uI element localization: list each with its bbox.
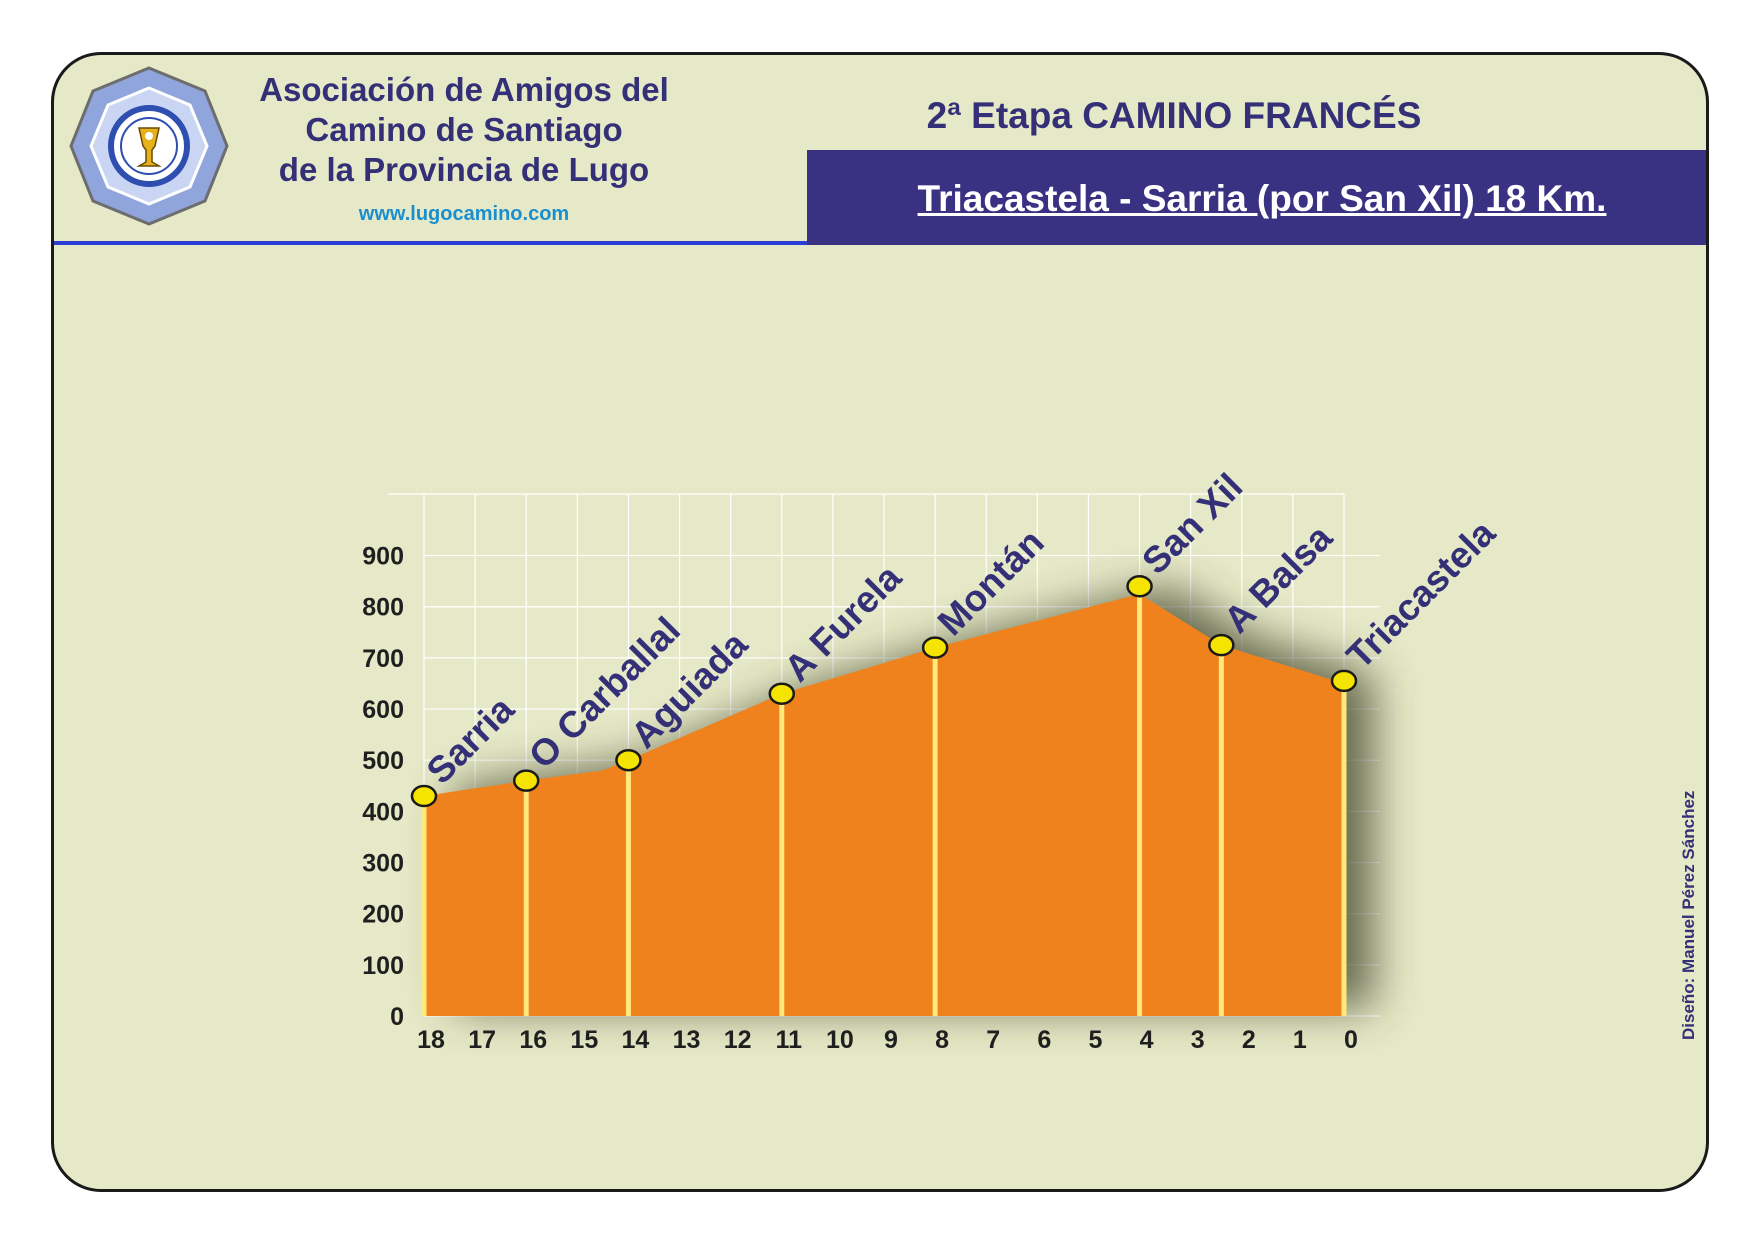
waypoint-marker [410,784,438,808]
waypoint-marker [768,682,796,705]
waypoint-marker [512,769,540,792]
route-title: Triacastela - Sarria (por San Xil) 18 Km… [917,178,1607,219]
x-tick-label: 12 [724,1026,752,1054]
x-tick-label: 1 [1293,1026,1307,1054]
association-name-line-1: Asociación de Amigos del [259,71,669,108]
x-tick-label: 0 [1344,1026,1358,1054]
y-tick-label: 900 [362,543,404,571]
waypoint-marker [921,636,949,659]
x-tick-label: 6 [1037,1026,1051,1054]
waypoint-stems [421,586,1347,1016]
waypoint-name: San Xil [1134,466,1250,582]
x-tick-label: 3 [1191,1026,1205,1054]
y-tick-label: 800 [362,594,404,622]
x-tick-label: 2 [1242,1026,1256,1054]
x-tick-label: 7 [986,1026,1000,1054]
y-tick-label: 100 [362,952,404,980]
x-tick-label: 4 [1140,1026,1154,1054]
x-tick-label: 17 [468,1026,496,1054]
x-tick-label: 10 [826,1026,854,1054]
website-link[interactable]: www.lugocamino.com [358,203,570,225]
waypoint-name: Triacastela [1339,512,1504,677]
y-tick-label: 200 [362,901,404,929]
x-tick-label: 13 [673,1026,701,1054]
association-name-line-3: de la Provincia de Lugo [278,151,650,188]
x-tick-label: 16 [519,1026,547,1054]
waypoint-marker [615,748,642,772]
y-tick-label: 700 [362,645,404,673]
x-tick-label: 14 [622,1026,650,1054]
waypoint-markers [410,575,1358,808]
route-banner: Triacastela - Sarria (por San Xil) 18 Km… [807,150,1706,245]
waypoint-name: Sarria [419,688,522,791]
association-emblem-icon [69,66,229,226]
elevation-area [424,593,1344,1016]
x-tick-label: 18 [417,1026,445,1054]
y-tick-label: 500 [362,747,404,775]
waypoint-marker [1330,669,1358,693]
y-tick-label: 0 [390,1003,404,1031]
area-layer [424,593,1344,1016]
y-tick-label: 300 [362,850,404,878]
waypoint-name: A Balsa [1216,516,1340,640]
association-name-line-2: Camino de Santiago [305,111,623,148]
y-tick-label: 400 [362,798,404,826]
stage-title: 2ª Etapa CAMINO FRANCÉS [926,95,1422,136]
x-tick-label: 9 [884,1026,898,1054]
x-tick-label: 11 [776,1026,803,1054]
waypoint-marker [1126,575,1153,598]
x-tick-label: 8 [935,1026,949,1054]
y-tick-label: 600 [362,696,404,724]
x-tick-label: 5 [1088,1026,1102,1054]
waypoint-marker [1208,633,1235,657]
header-divider [54,241,978,245]
x-tick-label: 15 [570,1026,598,1054]
